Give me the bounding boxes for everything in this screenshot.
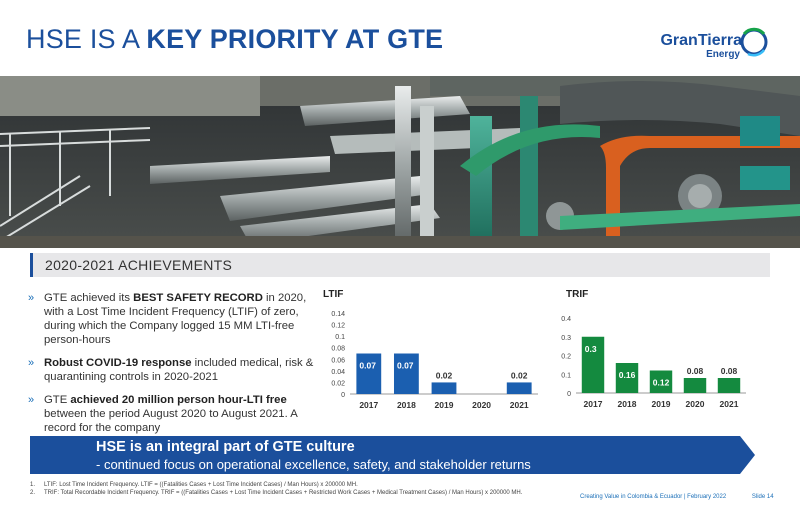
- x-tick-label: 2021: [720, 399, 739, 409]
- data-label: 0.12: [653, 378, 670, 388]
- y-tick-label: 0.04: [331, 369, 345, 376]
- x-tick-label: 2017: [359, 400, 378, 410]
- bar: [717, 378, 741, 393]
- section-header: 2020-2021 ACHIEVEMENTS: [30, 253, 770, 277]
- logo-line1: GranTierra: [660, 32, 742, 49]
- data-label: 0.02: [436, 370, 453, 380]
- bar: [649, 370, 673, 393]
- footnote: 2. TRIF: Total Recordable Incident Freque…: [30, 489, 530, 497]
- bullet-marker-icon: »: [28, 292, 35, 304]
- ltif-chart: LTIF 0 0.02 0.04 0.06 0.08 0.1 0.12 0.14 0.07 2017…: [323, 289, 538, 410]
- page-title: HSE IS A KEY PRIORITY AT GTE: [26, 24, 443, 55]
- x-tick-label: 2018: [618, 399, 637, 409]
- banner-title: HSE is an integral part of GTE culture: [96, 439, 355, 455]
- y-tick-label: 0.08: [331, 346, 345, 353]
- chart-title: TRIF: [566, 289, 588, 300]
- y-tick-label: 0: [567, 391, 571, 398]
- footnote: 1. LTIF: Lost Time Incident Frequency. LT…: [30, 481, 530, 489]
- bullet-text: included medical, risk & quarantining co…: [44, 357, 314, 383]
- y-tick-label: 0.02: [331, 380, 345, 387]
- y-tick-label: 0.1: [561, 372, 571, 379]
- y-tick-label: 0.4: [561, 316, 571, 323]
- industrial-pipes-photo: [0, 76, 800, 248]
- data-label: 0.16: [619, 370, 636, 380]
- x-tick-label: 2017: [584, 399, 603, 409]
- footer-tagline: Creating Value in Colombia & Ecuador | F…: [580, 494, 727, 500]
- x-tick-label: 2018: [397, 400, 416, 410]
- bar: [615, 363, 639, 393]
- bar: [431, 382, 457, 394]
- x-tick-label: 2019: [652, 399, 671, 409]
- chart-title: LTIF: [323, 289, 343, 300]
- data-label: 0.08: [687, 366, 704, 376]
- x-tick-label: 2020: [686, 399, 705, 409]
- logo-line2: Energy: [706, 49, 740, 60]
- footnote-number: 1.: [30, 482, 36, 488]
- y-tick-label: 0.3: [561, 335, 571, 342]
- footnote-number: 2.: [30, 490, 36, 496]
- footnotes: 1. LTIF: Lost Time Incident Frequency. LT…: [30, 481, 530, 497]
- bullet-text: between the period August 2020 to August…: [44, 408, 298, 434]
- x-tick-label: 2021: [510, 400, 529, 410]
- bullet-bold: Robust COVID-19 response: [44, 357, 192, 369]
- bar: [581, 336, 605, 393]
- bar: [393, 353, 419, 394]
- data-label: 0.07: [359, 361, 376, 371]
- bullet-text: in 2020, with a Lost Time Incident Frequ…: [44, 292, 307, 346]
- bullet-text: GTE achieved its: [44, 292, 134, 304]
- slide-number: Slide 14: [751, 494, 774, 500]
- banner-subtitle: - continued focus on operational excelle…: [96, 457, 531, 472]
- data-label: 0.02: [511, 370, 528, 380]
- y-tick-label: 0.1: [335, 334, 345, 341]
- list-item: » GTE achieved 20 million person hour-LT…: [26, 393, 316, 435]
- bullet-marker-icon: »: [28, 357, 35, 369]
- list-item: » GTE achieved its BEST SAFETY RECORD in…: [26, 291, 316, 347]
- bar: [506, 382, 532, 394]
- company-logo: GranTierra Energy: [630, 24, 770, 68]
- data-label: 0.08: [721, 366, 738, 376]
- list-item: » Robust COVID-19 response included medi…: [26, 356, 316, 384]
- footnote-text: LTIF: Lost Time Incident Frequency. LTIF…: [44, 482, 358, 488]
- data-label: 0.3: [585, 344, 597, 354]
- trif-chart: TRIF 0 0.1 0.2 0.3 0.4 0.3 2017 0.16 2018 0.12 2019…: [561, 289, 746, 409]
- y-tick-label: 0: [341, 392, 345, 399]
- bullet-bold: achieved 20 million person hour-LTI free: [70, 394, 287, 406]
- y-tick-label: 0.12: [331, 323, 345, 330]
- bar: [356, 353, 382, 394]
- data-label: 0.07: [397, 361, 414, 371]
- title-prefix: HSE IS A: [26, 24, 147, 54]
- footer: Creating Value in Colombia & Ecuador | F…: [580, 494, 774, 500]
- culture-banner: [30, 436, 755, 474]
- x-tick-label: 2020: [472, 400, 491, 410]
- achievements-list: » GTE achieved its BEST SAFETY RECORD in…: [26, 291, 316, 444]
- logo-ring-icon: [740, 27, 768, 57]
- bar: [683, 378, 707, 393]
- bullet-marker-icon: »: [28, 394, 35, 406]
- footnote-text: TRIF: Total Recordable Incident Frequenc…: [44, 490, 523, 496]
- x-tick-label: 2019: [435, 400, 454, 410]
- y-tick-label: 0.06: [331, 357, 345, 364]
- header: HSE IS A KEY PRIORITY AT GTE GranTierra …: [0, 0, 800, 76]
- section-label: 2020-2021 ACHIEVEMENTS: [45, 257, 233, 273]
- y-tick-label: 0.2: [561, 354, 571, 361]
- title-bold: KEY PRIORITY AT GTE: [146, 24, 444, 54]
- y-tick-label: 0.14: [331, 311, 345, 318]
- bullet-bold: BEST SAFETY RECORD: [133, 292, 263, 304]
- bullet-text: GTE: [44, 394, 71, 406]
